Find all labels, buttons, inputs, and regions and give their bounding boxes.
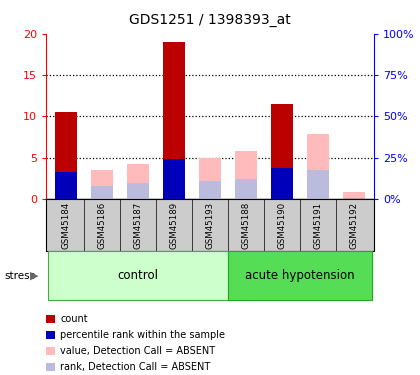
Text: GSM45193: GSM45193 (205, 201, 215, 249)
Bar (46, 331, 55, 339)
Text: percentile rank within the sample: percentile rank within the sample (60, 330, 225, 340)
Text: GSM45188: GSM45188 (241, 201, 250, 249)
Text: GSM45184: GSM45184 (61, 201, 71, 249)
Text: acute hypotension: acute hypotension (245, 269, 355, 282)
Bar (235, 179, 257, 199)
Text: count: count (60, 314, 88, 324)
Text: GSM45189: GSM45189 (170, 201, 178, 249)
Bar (127, 164, 149, 199)
Bar (46, 347, 55, 355)
Bar (55, 171, 77, 199)
Bar (46, 315, 55, 323)
Text: control: control (118, 269, 158, 282)
Bar (48, 251, 228, 300)
Bar (307, 170, 329, 199)
Text: GSM45192: GSM45192 (349, 201, 359, 249)
Bar (271, 166, 293, 199)
Bar (307, 134, 329, 199)
Text: rank, Detection Call = ABSENT: rank, Detection Call = ABSENT (60, 362, 210, 372)
Bar (271, 104, 293, 199)
Text: GSM45191: GSM45191 (313, 201, 323, 249)
Text: GDS1251 / 1398393_at: GDS1251 / 1398393_at (129, 13, 291, 27)
Bar (199, 182, 221, 199)
Bar (46, 363, 55, 370)
Bar (271, 168, 293, 199)
Bar (163, 42, 185, 199)
Bar (343, 192, 365, 199)
Text: GSM45187: GSM45187 (134, 201, 142, 249)
Bar (91, 170, 113, 199)
Bar (55, 171, 77, 199)
Text: stress: stress (4, 271, 35, 280)
Bar (163, 158, 185, 199)
Bar (127, 183, 149, 199)
Text: GSM45190: GSM45190 (278, 201, 286, 249)
Bar (163, 159, 185, 199)
Bar (199, 158, 221, 199)
Text: GSM45186: GSM45186 (97, 201, 107, 249)
Bar (235, 151, 257, 199)
Bar (55, 112, 77, 199)
Text: value, Detection Call = ABSENT: value, Detection Call = ABSENT (60, 346, 215, 356)
Bar (91, 186, 113, 199)
Bar (228, 251, 372, 300)
Text: ▶: ▶ (30, 271, 39, 280)
